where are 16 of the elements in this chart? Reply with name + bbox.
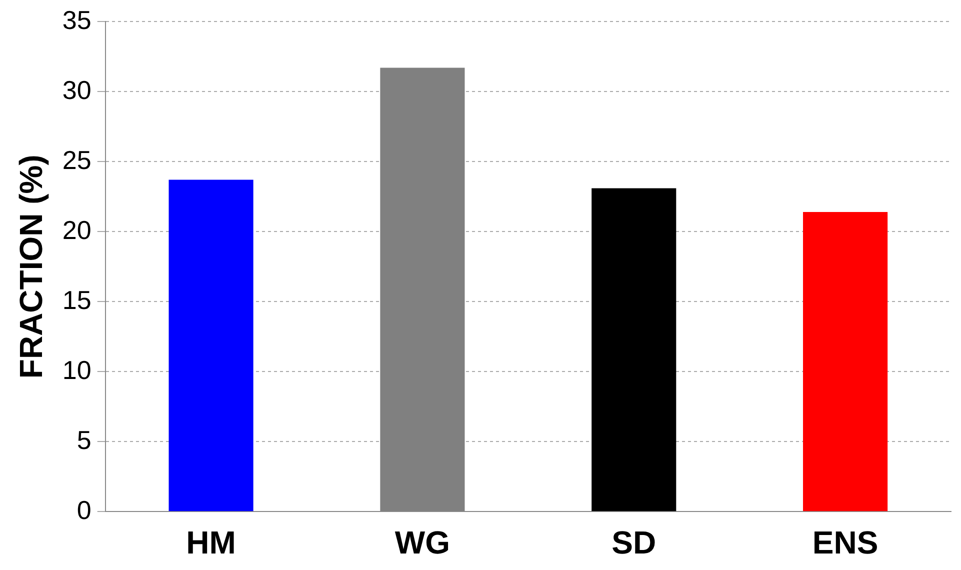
y-tick-label: 30	[62, 74, 92, 105]
y-axis-title: FRACTION (%)	[13, 154, 50, 379]
x-tick-label: SD	[612, 524, 656, 561]
y-tick-label: 0	[76, 494, 92, 525]
y-tick-label: 5	[76, 424, 92, 455]
y-tick-label: 20	[62, 214, 92, 245]
y-tick-label: 35	[62, 4, 92, 35]
bar	[168, 180, 254, 512]
x-tick-label: HM	[186, 524, 236, 561]
y-tick-label: 10	[62, 354, 92, 385]
x-tick-label: WG	[394, 524, 450, 561]
y-tick-label: 15	[62, 284, 92, 315]
x-tick-label: ENS	[812, 524, 878, 561]
bar	[803, 212, 888, 512]
bar	[592, 188, 676, 512]
y-tick-label: 25	[62, 144, 92, 175]
